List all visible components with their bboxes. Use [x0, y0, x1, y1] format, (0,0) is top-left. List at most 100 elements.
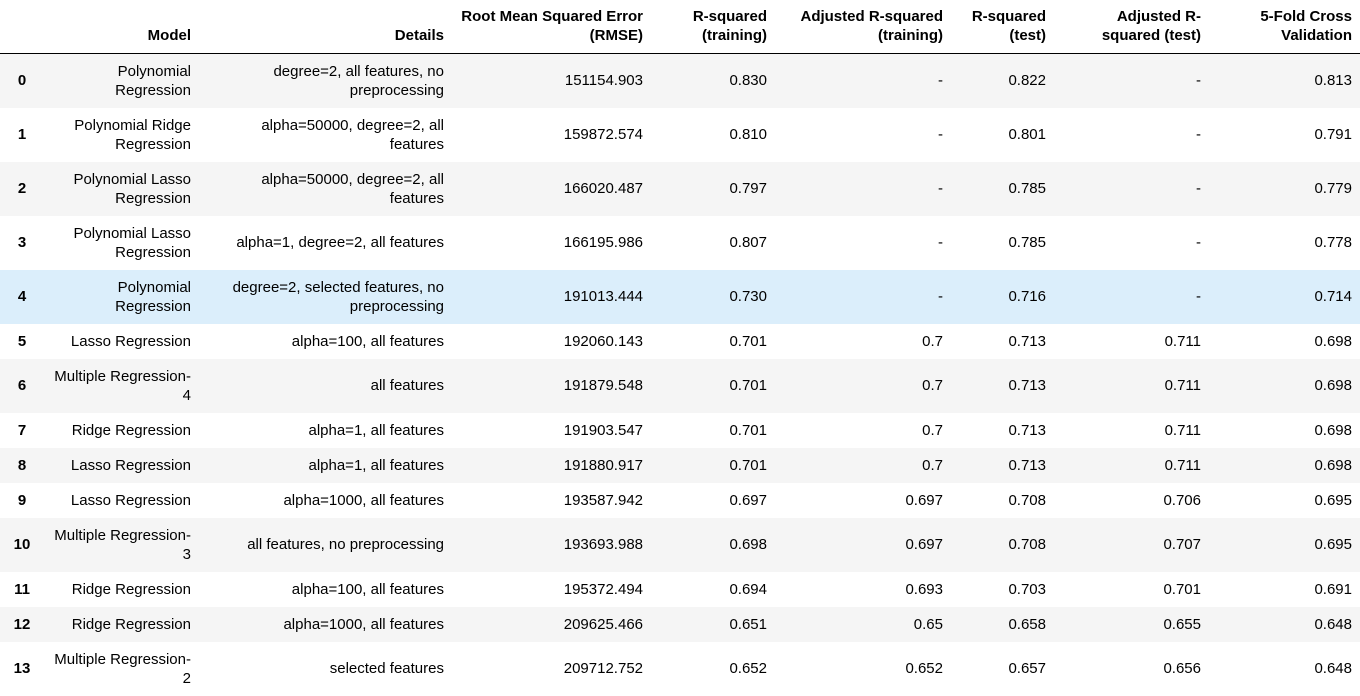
table-row[interactable]: 3 Polynomial Lasso Regression alpha=1, deg…: [0, 215, 1360, 270]
row-index: 8: [17, 456, 27, 474]
cell-adj-r2-train: 0.697: [905, 536, 943, 553]
cell-adj-r2-test: 0.711: [1164, 456, 1201, 474]
row-index: 3: [17, 234, 27, 251]
cell-r2-test: 0.703: [1008, 580, 1046, 598]
cell-adj-r2-train: 0.697: [905, 491, 943, 509]
col-header-index: [0, 0, 44, 54]
cell-details: selected features: [329, 660, 444, 677]
cell-rmse: 159872.574: [563, 126, 643, 143]
cell-r2-train: 0.652: [729, 660, 767, 677]
cell-cv: 0.695: [1314, 536, 1352, 553]
cell-details: alpha=100, all features: [291, 332, 444, 350]
cell-r2-train: 0.730: [729, 288, 767, 305]
cell-model: Multiple Regression-3: [54, 526, 191, 563]
cell-r2-test: 0.716: [1008, 288, 1046, 305]
cell-cv: 0.698: [1314, 421, 1352, 439]
table-row[interactable]: 11 Ridge Regression alpha=100, all feature…: [0, 571, 1360, 607]
cell-rmse: 166020.487: [563, 180, 643, 197]
col-header-adj-r2-train: Adjusted R-squared (training): [775, 0, 951, 54]
cell-adj-r2-train: 0.7: [922, 421, 943, 439]
row-index: 4: [17, 288, 27, 305]
table-row[interactable]: 1 Polynomial Ridge Regression alpha=50000,…: [0, 107, 1360, 162]
row-index: 7: [17, 421, 27, 439]
cell-cv: 0.695: [1314, 491, 1352, 509]
cell-details: alpha=100, all features: [291, 580, 444, 598]
cell-r2-train: 0.701: [729, 421, 767, 439]
cell-adj-r2-train: 0.7: [922, 377, 943, 394]
row-index: 11: [14, 580, 30, 598]
cell-cv: 0.779: [1314, 180, 1352, 197]
cell-r2-test: 0.801: [1008, 126, 1046, 143]
cell-model: Polynomial Regression: [115, 62, 191, 99]
cell-details: degree=2, all features, no preprocessing: [273, 62, 444, 99]
table-row[interactable]: 2 Polynomial Lasso Regression alpha=50000,…: [0, 161, 1360, 216]
table-row[interactable]: 0 Polynomial Regression degree=2, all feat…: [0, 53, 1360, 108]
cell-rmse: 166195.986: [563, 234, 643, 251]
cell-adj-r2-train: -: [938, 288, 943, 305]
cell-details: alpha=1000, all features: [283, 491, 444, 509]
cell-cv: 0.813: [1314, 72, 1352, 90]
cell-adj-r2-test: 0.706: [1163, 491, 1201, 509]
cell-r2-test: 0.713: [1008, 421, 1046, 439]
table-row[interactable]: 8 Lasso Regression alpha=1, all features 19…: [0, 447, 1360, 483]
cell-adj-r2-test: -: [1196, 234, 1201, 251]
row-index: 6: [17, 377, 27, 394]
cell-r2-test: 0.658: [1008, 615, 1046, 633]
cell-adj-r2-train: -: [938, 180, 943, 197]
cell-r2-train: 0.797: [729, 180, 767, 197]
cell-model: Polynomial Ridge Regression: [74, 116, 191, 153]
cell-rmse: 209625.466: [563, 615, 643, 633]
cell-adj-r2-train: 0.7: [922, 456, 943, 474]
cell-model: Ridge Regression: [71, 615, 191, 633]
cell-r2-test: 0.713: [1008, 456, 1046, 474]
cell-r2-train: 0.694: [729, 580, 767, 598]
cell-adj-r2-train: -: [938, 72, 943, 90]
cell-adj-r2-test: 0.711: [1164, 377, 1201, 394]
table-row[interactable]: 4 Polynomial Regression degree=2, selected…: [0, 269, 1360, 324]
row-index: 13: [13, 660, 31, 677]
cell-r2-test: 0.708: [1008, 491, 1046, 509]
cell-r2-train: 0.830: [729, 72, 767, 90]
cell-cv: 0.714: [1314, 288, 1352, 305]
cell-model: Multiple Regression-2: [54, 650, 191, 687]
cell-r2-test: 0.785: [1008, 234, 1046, 251]
cell-details: all features: [370, 377, 444, 394]
cell-model: Lasso Regression: [70, 456, 191, 474]
cell-adj-r2-train: -: [938, 234, 943, 251]
row-index: 5: [17, 332, 27, 350]
cell-adj-r2-test: 0.707: [1163, 536, 1201, 553]
table-row[interactable]: 7 Ridge Regression alpha=1, all features 19…: [0, 412, 1360, 448]
table-row[interactable]: 12 Ridge Regression alpha=1000, all featur…: [0, 606, 1360, 642]
table-row[interactable]: 13 Multiple Regression-2 selected features…: [0, 641, 1360, 696]
cell-model: Polynomial Lasso Regression: [73, 224, 191, 261]
header-row: Model Details Root Mean Squared Error (R…: [0, 0, 1360, 54]
cell-rmse: 191013.444: [563, 288, 643, 305]
cell-cv: 0.648: [1314, 660, 1352, 677]
cell-details: alpha=50000, degree=2, all features: [261, 116, 444, 153]
cell-cv: 0.698: [1314, 456, 1352, 474]
cell-model: Ridge Regression: [71, 580, 191, 598]
cell-r2-test: 0.708: [1008, 536, 1046, 553]
cell-rmse: 191880.917: [563, 456, 643, 474]
cell-model: Multiple Regression-4: [54, 367, 191, 404]
table-row[interactable]: 5 Lasso Regression alpha=100, all features…: [0, 323, 1360, 359]
row-index: 2: [17, 180, 27, 197]
col-header-r2-test: R-squared (test): [951, 0, 1054, 54]
cell-cv: 0.778: [1314, 234, 1352, 251]
cell-adj-r2-train: 0.693: [905, 580, 943, 598]
cell-r2-test: 0.713: [1008, 332, 1046, 350]
table-row[interactable]: 10 Multiple Regression-3 all features, no …: [0, 517, 1360, 572]
table-row[interactable]: 9 Lasso Regression alpha=1000, all feature…: [0, 482, 1360, 518]
cell-details: alpha=1, degree=2, all features: [236, 234, 444, 251]
cell-r2-train: 0.651: [729, 615, 767, 633]
row-index: 1: [17, 126, 27, 143]
cell-cv: 0.648: [1314, 615, 1352, 633]
table-row[interactable]: 6 Multiple Regression-4 all features 191879…: [0, 358, 1360, 413]
cell-details: alpha=50000, degree=2, all features: [261, 170, 444, 207]
cell-details: alpha=1, all features: [308, 421, 444, 439]
cell-r2-train: 0.697: [729, 491, 767, 509]
cell-details: all features, no preprocessing: [247, 536, 444, 553]
cell-rmse: 209712.752: [563, 660, 643, 677]
cell-r2-train: 0.810: [729, 126, 767, 143]
